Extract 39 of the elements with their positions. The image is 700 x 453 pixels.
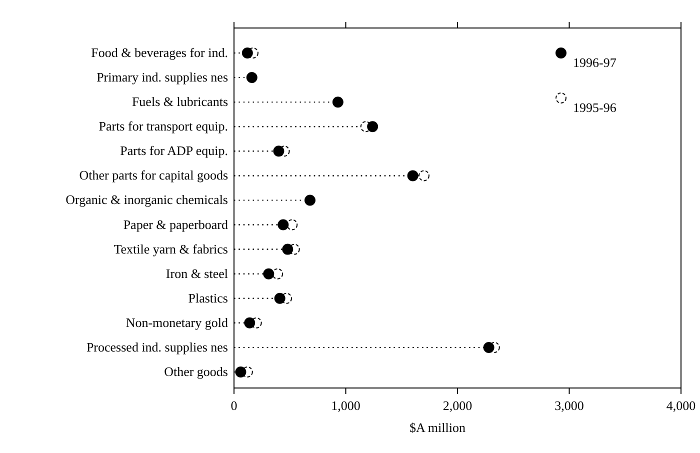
y-tick-label: Processed ind. supplies nes <box>86 339 228 354</box>
y-tick-label: Plastics <box>188 290 228 306</box>
legend-label: 1995-96 <box>573 100 617 115</box>
x-tick-label: 2,000 <box>442 398 472 413</box>
y-tick-label: Other goods <box>164 364 228 379</box>
x-tick-label: 0 <box>230 398 238 413</box>
point <box>367 121 378 132</box>
point <box>235 366 246 378</box>
y-tick-label: Parts for ADP equip. <box>120 143 228 158</box>
x-tick-label: 3,000 <box>554 398 584 413</box>
point <box>282 244 294 255</box>
y-tick-label: Paper & paperboard <box>123 216 228 232</box>
point <box>304 194 316 206</box>
y-tick-label: Fuels & lubricants <box>132 94 228 110</box>
y-tick-label: Iron & steel <box>166 266 228 281</box>
point <box>278 219 289 230</box>
point <box>418 170 430 182</box>
point <box>244 317 256 328</box>
point <box>242 48 253 58</box>
point <box>407 170 418 182</box>
point <box>286 219 298 230</box>
point <box>263 268 274 280</box>
y-tick-label: Non-monetary gold <box>126 314 228 330</box>
x-tick-label: 4,000 <box>666 398 696 413</box>
x-tick-label: 1,000 <box>331 398 360 413</box>
point <box>483 342 494 353</box>
y-tick-label: Food & beverages for ind. <box>91 45 228 60</box>
y-tick-label: Other parts for capital goods <box>79 168 228 183</box>
point <box>332 96 344 108</box>
y-tick-label: Textile yarn & fabrics <box>114 241 228 256</box>
x-axis-title: $A million <box>410 420 466 435</box>
point <box>274 292 286 304</box>
y-tick-label: Parts for transport equip. <box>98 118 228 134</box>
point <box>273 146 284 157</box>
y-tick-label: Primary ind. supplies nes <box>96 70 228 85</box>
point <box>272 268 284 280</box>
point <box>246 72 258 84</box>
legend-label: 1996-97 <box>573 55 617 70</box>
y-tick-label: Organic & inorganic chemicals <box>66 192 228 208</box>
